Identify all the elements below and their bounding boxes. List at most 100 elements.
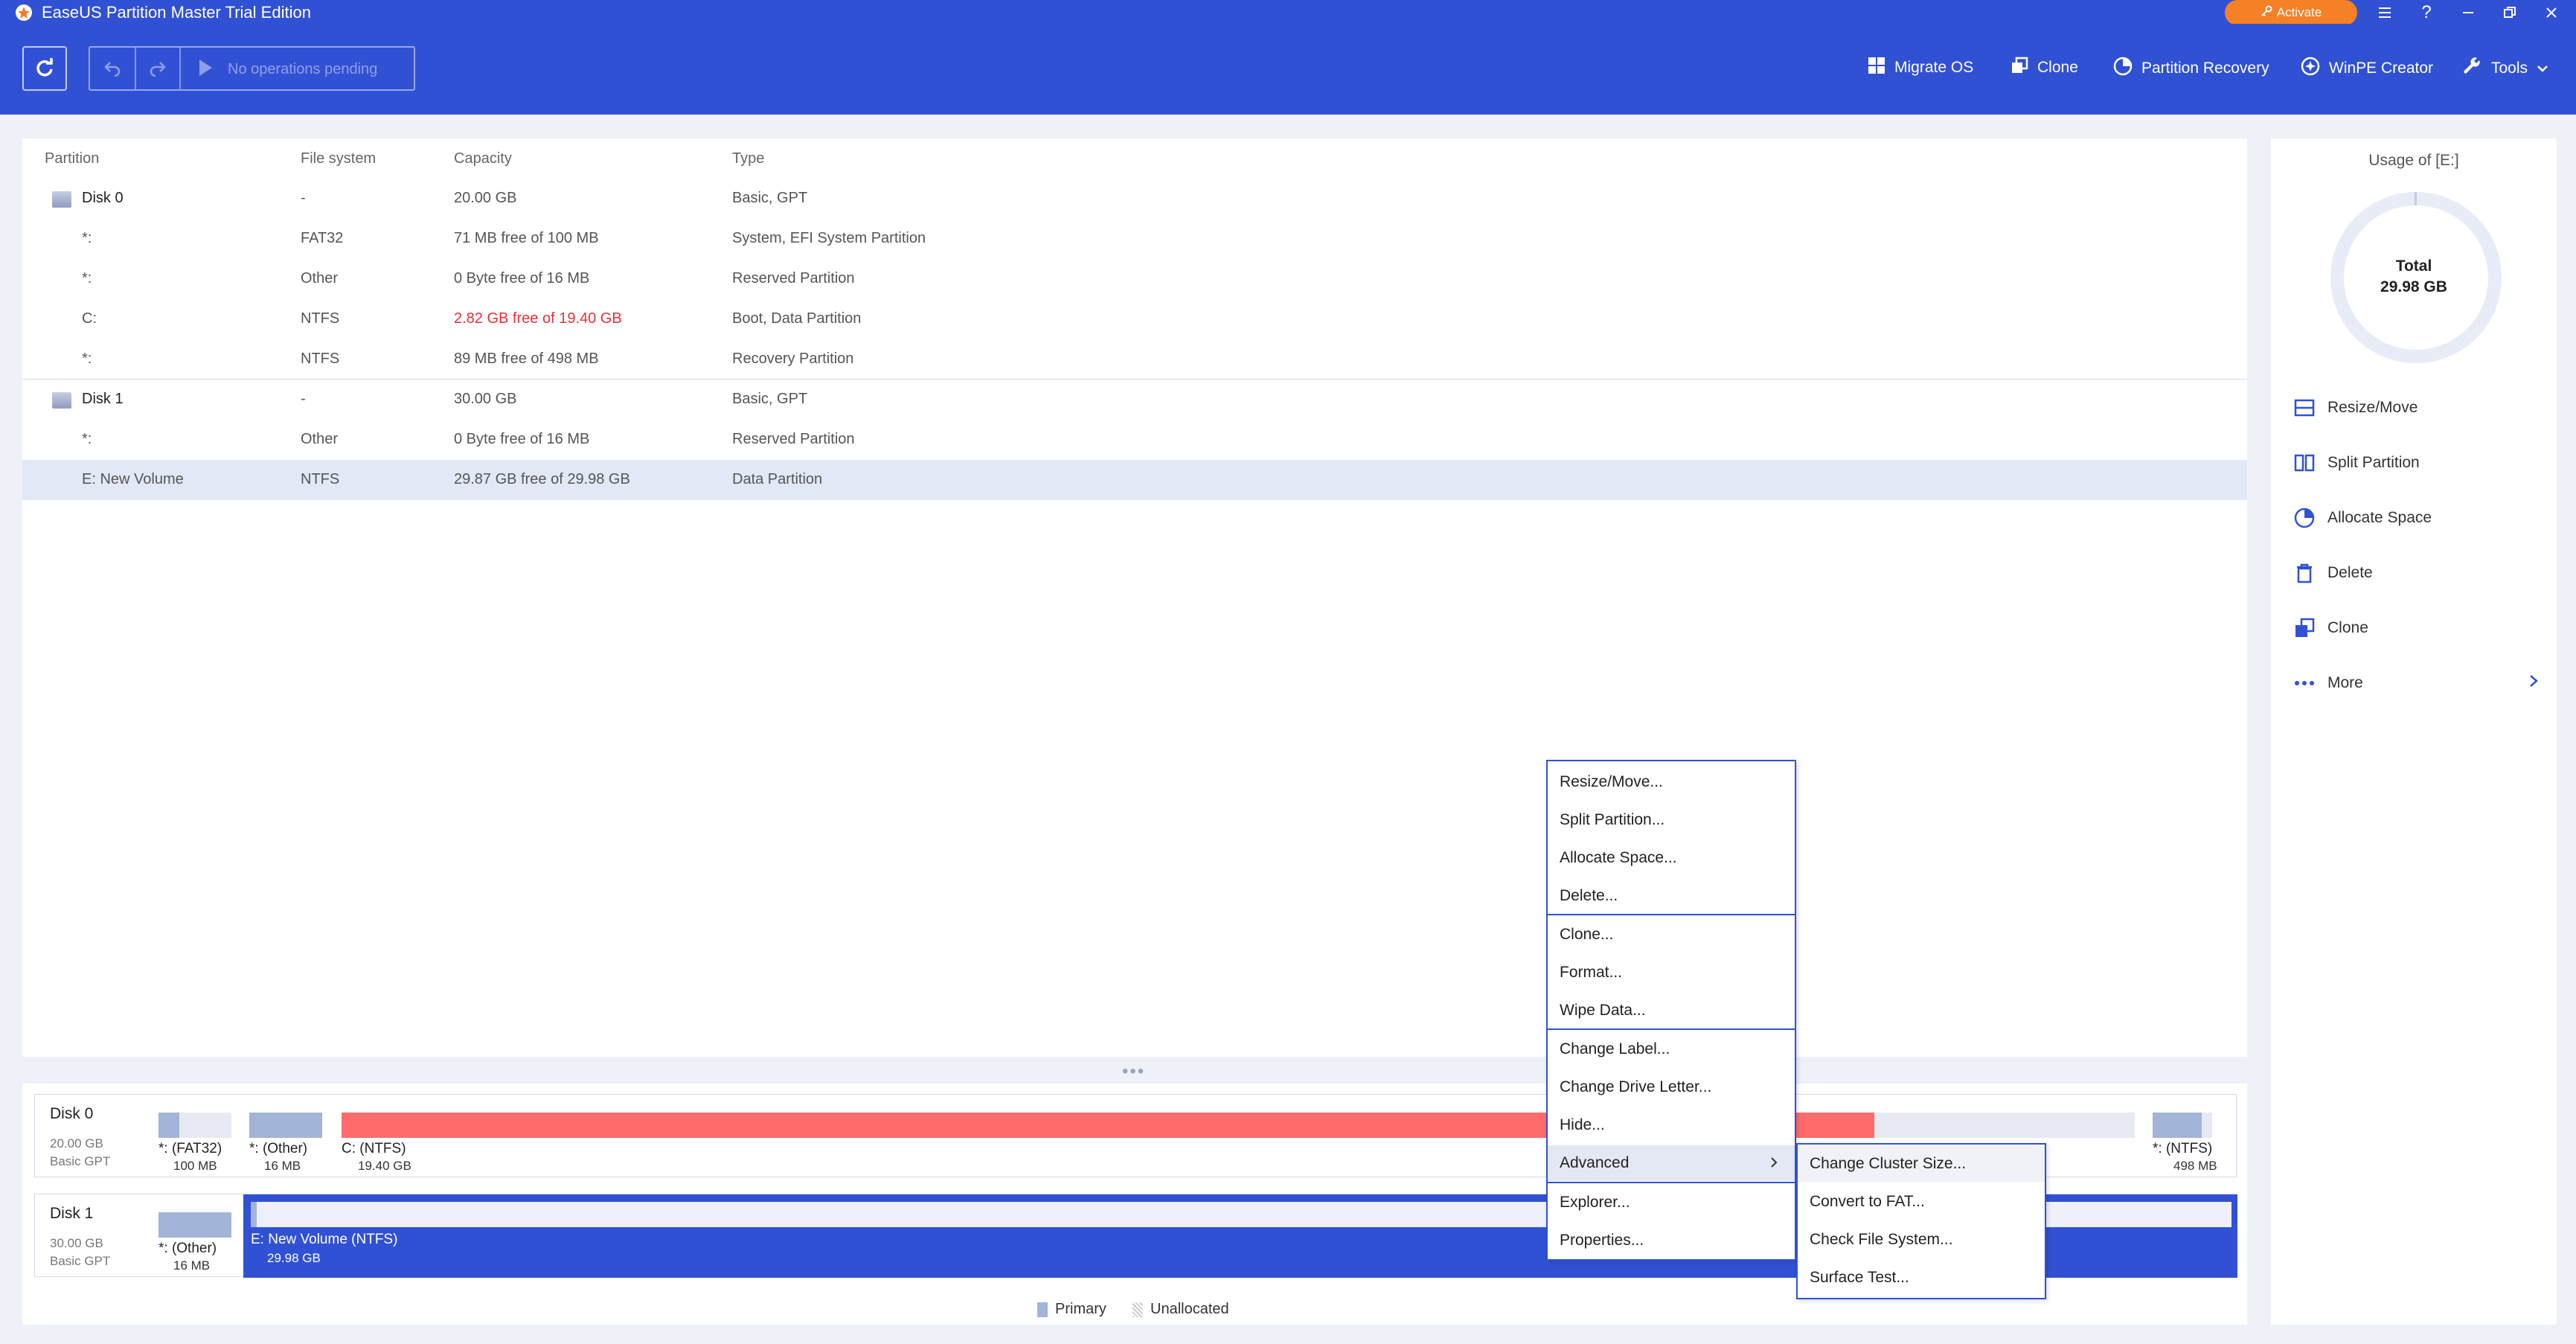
capacity: 71 MB free of 100 MB xyxy=(454,230,599,246)
activate-label: Activate xyxy=(2276,5,2322,19)
type: Recovery Partition xyxy=(732,351,854,367)
file-system: Other xyxy=(301,270,339,287)
usage-donut-used-marker xyxy=(2415,192,2417,205)
menu-item-delete[interactable]: Delete... xyxy=(1560,887,1618,904)
table-row[interactable]: *: Other 0 Byte free of 16 MB Reserved P… xyxy=(22,259,2247,299)
menu-item-change-label[interactable]: Change Label... xyxy=(1560,1040,1670,1057)
clone-button[interactable]: Clone xyxy=(2011,57,2078,79)
table-row[interactable]: *: FAT32 71 MB free of 100 MB System, EF… xyxy=(22,219,2247,259)
split-partition-action[interactable]: Split Partition xyxy=(2293,448,2539,478)
partition-name: E: New Volume xyxy=(82,471,184,487)
allocate-space-label: Allocate Space xyxy=(2327,509,2432,526)
type: Basic, GPT xyxy=(732,190,808,206)
menu-item-clone[interactable]: Clone... xyxy=(1560,926,1614,943)
split-icon xyxy=(2293,452,2316,474)
partition-name: *: xyxy=(82,351,92,367)
type: Basic, GPT xyxy=(732,391,808,407)
clone-label: Clone xyxy=(2037,59,2078,76)
undo-icon xyxy=(104,62,121,77)
redo-button[interactable] xyxy=(136,48,181,89)
partition-recovery-button[interactable]: Partition Recovery xyxy=(2113,57,2269,80)
table-row-disk[interactable]: Disk 1 - 30.00 GB Basic, GPT xyxy=(22,380,2247,420)
delete-action[interactable]: Delete xyxy=(2293,558,2539,588)
menu-separator xyxy=(1548,1028,1795,1030)
file-system: FAT32 xyxy=(301,230,344,246)
clone-action[interactable]: Clone xyxy=(2293,613,2539,643)
windows-icon xyxy=(1868,57,1885,79)
submenu-item-change-cluster-size[interactable]: Change Cluster Size... xyxy=(1798,1146,2045,1182)
partition-label: E: New Volume (NTFS) xyxy=(251,1232,398,1247)
table-row-selected[interactable]: E: New Volume NTFS 29.87 GB free of 29.9… xyxy=(22,460,2247,500)
toolbar: No operations pending Migrate OS Clone P… xyxy=(0,24,2576,115)
panel-splitter-handle[interactable]: ••• xyxy=(1122,1061,1146,1081)
primary-swatch xyxy=(1037,1302,1048,1317)
partition-block-fat32[interactable]: *: (FAT32) 100 MB xyxy=(158,1095,233,1178)
disk-icon xyxy=(52,392,71,409)
undo-button[interactable] xyxy=(90,48,136,89)
menu-item-change-drive-letter[interactable]: Change Drive Letter... xyxy=(1560,1078,1712,1095)
chevron-right-icon xyxy=(1769,1156,1778,1174)
column-header-file-system[interactable]: File system xyxy=(301,150,377,167)
menu-item-advanced[interactable]: Advanced xyxy=(1548,1145,1795,1181)
refresh-icon xyxy=(36,58,53,77)
table-row[interactable]: *: Other 0 Byte free of 16 MB Reserved P… xyxy=(22,420,2247,460)
submenu-item-surface-test[interactable]: Surface Test... xyxy=(1810,1269,1909,1286)
menu-item-properties[interactable]: Properties... xyxy=(1560,1232,1644,1249)
partition-name: *: xyxy=(82,431,92,447)
more-dots-icon xyxy=(2293,672,2316,694)
winpe-creator-button[interactable]: WinPE Creator xyxy=(2301,57,2433,80)
menu-icon[interactable] xyxy=(2374,1,2396,24)
tools-button[interactable]: Tools xyxy=(2463,57,2548,80)
refresh-button[interactable] xyxy=(22,46,67,91)
table-row[interactable]: *: NTFS 89 MB free of 498 MB Recovery Pa… xyxy=(22,339,2247,380)
legend-unallocated: Unallocated xyxy=(1132,1301,1229,1318)
play-icon[interactable] xyxy=(197,58,214,81)
usage-donut-chart xyxy=(2330,192,2502,363)
allocate-space-action[interactable]: Allocate Space xyxy=(2293,503,2539,533)
table-row-disk[interactable]: Disk 0 - 20.00 GB Basic, GPT xyxy=(22,179,2247,219)
chevron-down-icon xyxy=(2537,60,2548,77)
total-value: 29.98 GB xyxy=(2380,278,2447,295)
pending-operations-box: No operations pending xyxy=(89,46,415,91)
resize-move-label: Resize/Move xyxy=(2327,399,2418,416)
partition-block-other[interactable]: *: (Other) 16 MB xyxy=(249,1095,324,1178)
capacity: 89 MB free of 498 MB xyxy=(454,351,599,367)
type: Reserved Partition xyxy=(732,270,855,287)
delete-label: Delete xyxy=(2327,564,2373,581)
menu-item-wipe-data[interactable]: Wipe Data... xyxy=(1560,1002,1646,1019)
column-header-partition[interactable]: Partition xyxy=(45,150,100,167)
menu-item-resize-move[interactable]: Resize/Move... xyxy=(1560,773,1663,790)
partition-bar-fill xyxy=(251,1202,257,1227)
disk-size: 20.00 GB xyxy=(50,1136,103,1151)
menu-item-allocate-space[interactable]: Allocate Space... xyxy=(1560,849,1677,866)
column-header-type[interactable]: Type xyxy=(732,150,765,167)
partition-label: C: (NTFS) xyxy=(342,1141,406,1156)
partition-size: 498 MB xyxy=(2173,1159,2217,1173)
menu-item-format[interactable]: Format... xyxy=(1560,964,1623,981)
partition-block-other[interactable]: *: (Other) 16 MB xyxy=(158,1194,233,1278)
partition-bar-fill xyxy=(158,1113,179,1138)
more-action[interactable]: More xyxy=(2293,668,2539,698)
partition-block-recovery[interactable]: *: (NTFS) 498 MB xyxy=(2153,1095,2227,1178)
menu-item-split-partition[interactable]: Split Partition... xyxy=(1560,811,1665,828)
submenu-item-check-file-system[interactable]: Check File System... xyxy=(1810,1231,1953,1248)
resize-move-action[interactable]: Resize/Move xyxy=(2293,393,2539,423)
type: Reserved Partition xyxy=(732,431,855,447)
restore-icon[interactable] xyxy=(2499,1,2521,24)
window-title: EaseUS Partition Master Trial Edition xyxy=(42,3,311,22)
help-icon[interactable]: ? xyxy=(2421,2,2432,22)
migrate-os-button[interactable]: Migrate OS xyxy=(1868,57,1973,79)
submenu-item-convert-to-fat[interactable]: Convert to FAT... xyxy=(1810,1193,1925,1210)
menu-item-explorer[interactable]: Explorer... xyxy=(1560,1194,1630,1211)
disk-title: Disk 1 xyxy=(50,1205,94,1222)
column-header-capacity[interactable]: Capacity xyxy=(454,150,512,167)
wrench-icon xyxy=(2463,57,2482,80)
partition-size: 19.40 GB xyxy=(358,1159,411,1173)
disc-icon xyxy=(2301,57,2320,80)
menu-item-hide[interactable]: Hide... xyxy=(1560,1116,1605,1133)
table-row[interactable]: C: NTFS 2.82 GB free of 19.40 GB Boot, D… xyxy=(22,299,2247,339)
minimize-icon[interactable] xyxy=(2457,1,2479,24)
activate-button[interactable]: Activate xyxy=(2225,0,2357,25)
close-icon[interactable] xyxy=(2540,1,2563,24)
type: Data Partition xyxy=(732,471,823,487)
